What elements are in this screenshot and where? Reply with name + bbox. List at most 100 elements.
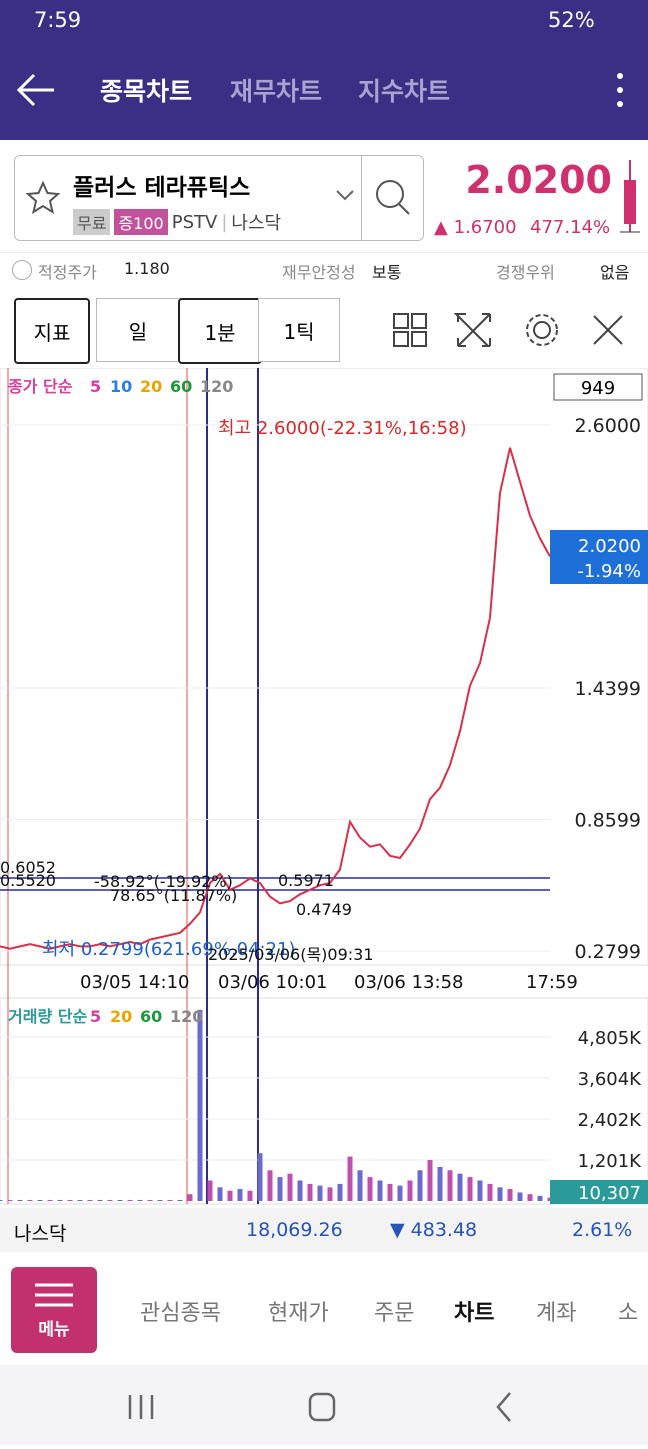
toolbar-button[interactable]: 1틱 [258, 298, 340, 362]
tab[interactable]: 재무차트 [230, 77, 323, 106]
nav-tab[interactable]: 현재가 [268, 1301, 329, 1326]
volume-box [550, 1180, 648, 1204]
tag: 증100 [114, 209, 168, 235]
volume-bar [447, 1170, 453, 1201]
volume-bar [127, 1199, 133, 1201]
volume-bar [147, 1199, 153, 1201]
info-label: 적정주가 [38, 263, 97, 282]
volume-bar [7, 1199, 13, 1201]
nav-tab[interactable]: 관심종목 [140, 1301, 221, 1326]
legend-label: 거래량 단순 [8, 1007, 87, 1026]
volume-bar [417, 1170, 423, 1201]
nav-tab[interactable]: 계좌 [536, 1301, 577, 1326]
stock-box[interactable]: 플러스 테라퓨틱스 무료 증100 PSTV | 나스닥 [14, 155, 424, 241]
current-label: -1.94% [577, 561, 641, 582]
volume-bar [177, 1199, 183, 1201]
legend-period: 5 [90, 1007, 101, 1026]
count-label: 949 [581, 378, 615, 399]
volume-tick-label: 4,805K [578, 1028, 643, 1049]
index-value: 18,069.26 [246, 1219, 343, 1241]
legend-period: 120 [200, 377, 233, 396]
clock: 7:59 [34, 8, 82, 32]
app-header: 7:59 52% 종목차트 재무차트 지수차트 [0, 0, 648, 140]
annotation: 0.6052 [0, 858, 56, 877]
volume-bar [247, 1190, 253, 1201]
price-tick-label: 0.8599 [575, 810, 641, 832]
price-candle [620, 160, 640, 233]
toolbar-button[interactable]: 일 [96, 298, 180, 362]
change: ▲ 1.6700 [434, 217, 517, 238]
time-label: 03/06 10:01 [218, 972, 327, 993]
volume-bar [397, 1185, 403, 1201]
current-box [550, 530, 648, 584]
toolbar-button[interactable]: 지표 [14, 298, 90, 364]
volume-bar [197, 1009, 203, 1201]
bottom-nav: 메뉴 관심종목 현재가 주문 차트 계좌 소 [0, 1255, 648, 1365]
nav-tab[interactable]: 소 [618, 1301, 639, 1326]
volume-bar [457, 1173, 463, 1201]
volume-bar [47, 1199, 53, 1201]
back-button[interactable] [14, 70, 58, 110]
volume-bar [0, 1199, 3, 1201]
price-line [0, 447, 551, 950]
more-button[interactable] [610, 70, 630, 110]
volume-tick-label: 3,604K [578, 1069, 643, 1090]
volume-bar [507, 1189, 513, 1201]
toolbar-button[interactable]: 1분 [178, 298, 262, 364]
chart: 2.6000 1.4399 0.8599 0.2799 4,805K 3,604K 2,40… [0, 368, 648, 1205]
time-label: 03/06 13:58 [354, 972, 463, 993]
tab[interactable]: 지수차트 [358, 77, 451, 106]
info-row: 적정주가 1.180 재무안정성 보통 경쟁우위 없음 [0, 252, 648, 287]
legend-label: 종가 단순 [8, 377, 73, 396]
high-label: 최고 2.6000(-22.31%,16:58) [218, 418, 467, 439]
index-name: 나스닥 [14, 1223, 67, 1245]
count-box [553, 373, 643, 401]
search-button[interactable] [361, 156, 424, 240]
legend-period: 5 [90, 377, 101, 396]
info-label: 재무안정성 [282, 263, 356, 282]
nav-tab[interactable]: 주문 [374, 1301, 415, 1326]
volume-bar [157, 1199, 163, 1201]
volume-bar [357, 1170, 363, 1201]
tab[interactable]: 종목차트 [100, 77, 193, 106]
volume-bar [427, 1160, 433, 1201]
price: 2.0200 [465, 158, 612, 202]
index-bar: 나스닥 18,069.26 ▼ 483.48 2.61% [0, 1208, 648, 1252]
volume-bar [327, 1187, 333, 1201]
info-label: 경쟁우위 [496, 263, 555, 282]
current-label: 2.0200 [578, 536, 641, 557]
nav-tab[interactable]: 차트 [454, 1301, 495, 1326]
legend-period: 60 [140, 1007, 162, 1026]
star-icon[interactable] [25, 180, 61, 216]
volume-bar [27, 1199, 33, 1201]
volume-bar [317, 1185, 323, 1201]
price-pane [0, 368, 648, 966]
legend-period: 20 [110, 1007, 132, 1026]
legend-period: 20 [140, 377, 162, 396]
volume-pane [0, 997, 648, 1205]
volume-bar [257, 1153, 263, 1201]
time-label: 17:59 [526, 972, 578, 993]
market: 나스닥 [231, 213, 282, 234]
volume-bar [517, 1192, 523, 1201]
info-value: 보통 [372, 263, 402, 282]
stock-name: 플러스 테라퓨틱스 [73, 175, 251, 201]
volume-bar [477, 1180, 483, 1201]
volume-bar [537, 1195, 543, 1201]
legend-period: 60 [170, 377, 192, 396]
tool-icons[interactable] [390, 308, 640, 352]
volume-bar [407, 1180, 413, 1201]
volume-bar [337, 1183, 343, 1201]
dropdown[interactable] [333, 186, 357, 206]
volume-bar [227, 1190, 233, 1201]
volume-bar [137, 1199, 143, 1201]
help-icon[interactable] [12, 260, 32, 280]
volume-bar [97, 1199, 103, 1201]
volume-bar [287, 1173, 293, 1201]
volume-bar [387, 1183, 393, 1201]
volume-bar [117, 1199, 123, 1201]
volume-bar [277, 1177, 283, 1201]
menu-button[interactable]: 메뉴 [11, 1267, 97, 1353]
